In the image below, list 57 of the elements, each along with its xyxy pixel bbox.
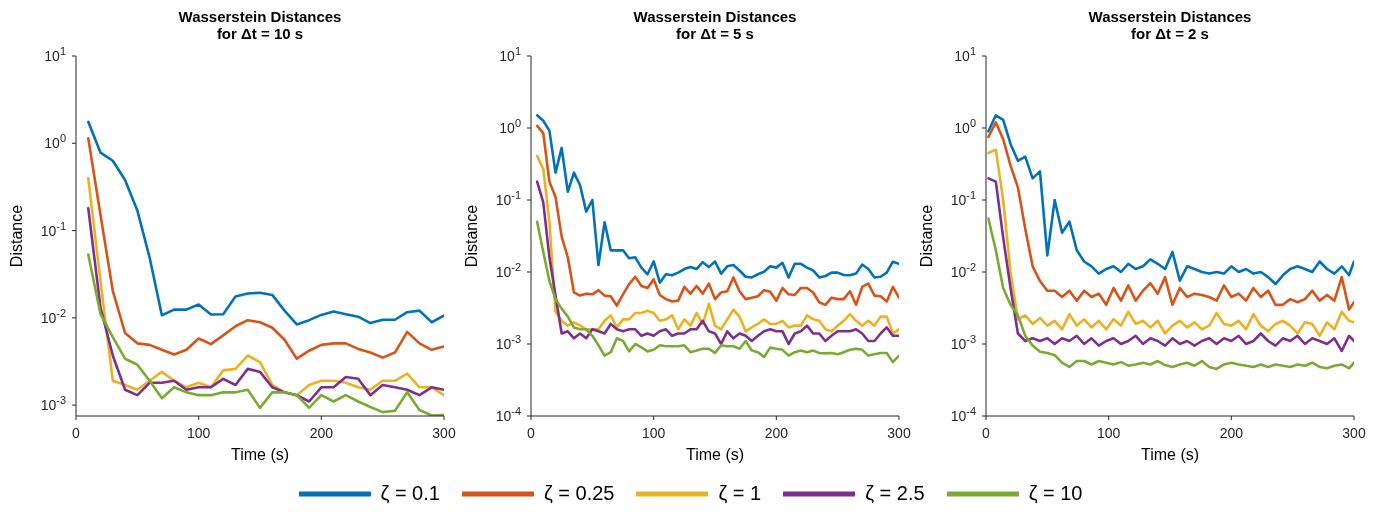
y-tick-label: 10$^{0}$	[954, 117, 976, 136]
line-series	[987, 114, 1354, 286]
y-tick-label: 10$^{1}$	[499, 45, 521, 64]
x-axis-title: Time (s)	[1140, 446, 1200, 463]
x-tick-label: 200	[1219, 425, 1244, 441]
chart-title: Wasserstein Distances for Δt = 5 s	[632, 8, 798, 42]
x-tick-label: 100	[641, 425, 666, 441]
legend-label: ζ = 2.5	[865, 482, 925, 505]
y-axis-title: Distance	[917, 204, 935, 268]
y-tick-label: 10$^{-1}$	[40, 219, 66, 239]
y-tick-label: 10$^{-2}$	[950, 261, 976, 280]
line-series	[535, 124, 899, 308]
y-axis-title: Distance	[462, 204, 480, 268]
x-tick-label: 100	[186, 425, 211, 441]
x-axis-title: Time (s)	[230, 446, 290, 463]
y-tick-label: 10$^{1}$	[954, 45, 976, 64]
y-tick-label: 10$^{-3}$	[495, 333, 521, 352]
y-tick-label: 10$^{-2}$	[495, 261, 521, 280]
x-tick-label: 300	[1342, 425, 1366, 441]
y-axis-title: Distance	[7, 204, 25, 268]
chart-title: Wasserstein Distances for Δt = 2 s	[1087, 8, 1253, 42]
line-series	[535, 180, 899, 346]
y-tick-label: 10$^{-3}$	[40, 394, 66, 414]
x-tick-label: 200	[764, 425, 789, 441]
legend-label: ζ = 10	[1028, 482, 1083, 505]
x-tick-label: 200	[309, 425, 334, 441]
line-series	[535, 154, 899, 335]
y-tick-label: 10$^{-4}$	[495, 405, 521, 424]
legend-label: ζ = 0.1	[380, 482, 440, 505]
line-series	[535, 114, 899, 285]
x-tick-label: 0	[527, 425, 536, 441]
x-tick-label: 100	[1096, 425, 1121, 441]
line-series	[86, 206, 444, 403]
y-tick-label: 10$^{-2}$	[40, 306, 66, 326]
line-series	[86, 137, 444, 361]
line-series	[987, 217, 1354, 371]
x-tick-label: 0	[72, 425, 81, 441]
legend-label: ζ = 0.25	[543, 482, 615, 505]
line-series	[86, 253, 444, 416]
chart-title: Wasserstein Distances for Δt = 10 s	[177, 8, 343, 42]
line-series	[987, 121, 1354, 311]
x-tick-label: 0	[982, 425, 991, 441]
x-axis-title: Time (s)	[685, 446, 745, 463]
legend-label: ζ = 1	[718, 482, 762, 505]
line-series	[535, 220, 899, 364]
y-tick-label: 10$^{-1}$	[495, 189, 521, 208]
y-tick-label: 10$^{0}$	[499, 117, 521, 136]
line-series	[86, 120, 444, 326]
y-tick-label: 10$^{0}$	[44, 132, 66, 152]
x-tick-label: 300	[432, 425, 456, 441]
y-tick-label: 10$^{-4}$	[950, 405, 976, 424]
y-tick-label: 10$^{1}$	[44, 45, 66, 64]
y-tick-label: 10$^{-3}$	[950, 333, 976, 352]
line-series	[987, 177, 1354, 353]
line-series	[987, 148, 1354, 338]
x-tick-label: 300	[887, 425, 911, 441]
y-tick-label: 10$^{-1}$	[950, 189, 976, 208]
